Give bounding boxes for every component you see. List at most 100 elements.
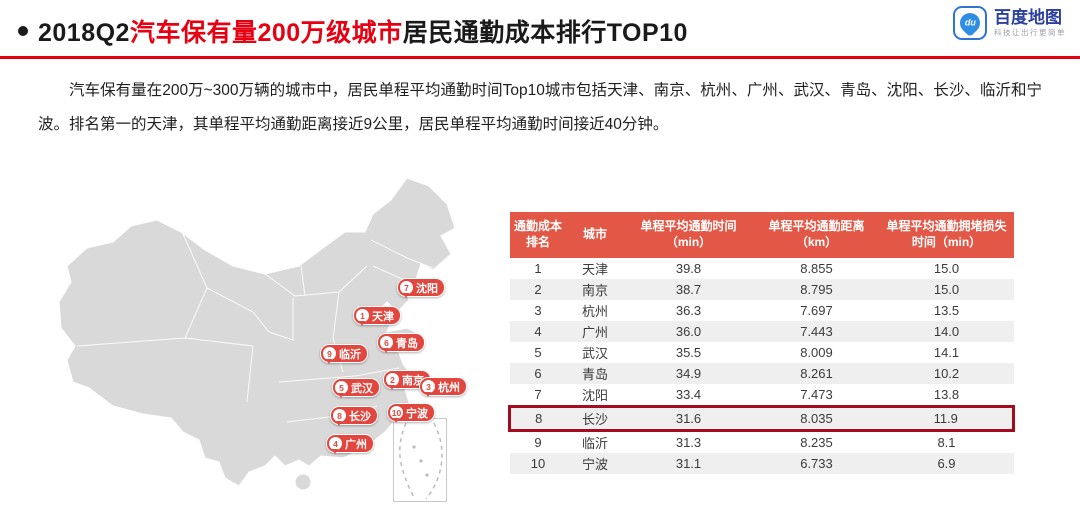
- map-marker: 4 广州: [326, 434, 374, 454]
- cell-congestion: 15.0: [933, 282, 960, 297]
- cell-city: 沈阳: [581, 388, 608, 403]
- cell-time: 31.1: [675, 456, 702, 471]
- header-congestion: 单程平均通勤拥堵损失时间（min）: [879, 212, 1014, 258]
- table-body: 1 天津 39.8 8.855 15.0 2 南京 38.7 8.795 15.…: [508, 258, 1015, 474]
- marker-rank-badge: 10: [390, 406, 403, 419]
- cell-time: 31.3: [675, 435, 702, 450]
- header-rank: 通勤成本排名: [509, 212, 567, 258]
- title-part: 居民通勤成本排行TOP10: [402, 19, 688, 47]
- location-pin-icon: du: [955, 8, 985, 38]
- cell-rank: 8: [508, 405, 567, 432]
- map-marker: 6 青岛: [377, 333, 425, 353]
- cell-city: 杭州: [581, 304, 608, 319]
- table-row: 8 长沙 31.6 8.035 11.9: [508, 405, 1015, 432]
- marker-rank-badge: 7: [400, 281, 413, 294]
- marker-city-label: 南京: [402, 374, 424, 387]
- table-row: 10 宁波 31.1 6.733 6.9: [509, 453, 1014, 474]
- table-row: 7 沈阳 33.4 7.473 13.8: [510, 384, 1014, 407]
- cell-distance: 8.855: [800, 261, 833, 276]
- cell-rank: 2: [534, 282, 542, 297]
- marker-city-label: 武汉: [351, 382, 373, 395]
- table-header: 通勤成本排名 城市 单程平均通勤时间（min） 单程平均通勤距离（km） 单程平…: [509, 212, 1014, 258]
- cell-distance: 7.443: [800, 324, 833, 339]
- cell-congestion: 14.0: [933, 324, 960, 339]
- cell-time: 36.0: [675, 324, 702, 339]
- cell-city: 临沂: [581, 436, 608, 451]
- header: 2018Q2汽车保有量200万级城市居民通勤成本排行TOP10 du 百度地图 …: [0, 0, 1080, 59]
- page-title: 2018Q2汽车保有量200万级城市居民通勤成本排行TOP10: [38, 13, 688, 49]
- hainan-island: [294, 473, 312, 491]
- table-row: 9 临沂 31.3 8.235 8.1: [510, 431, 1014, 454]
- marker-rank-badge: 6: [380, 336, 393, 349]
- cell-city: 宁波: [581, 457, 608, 472]
- marker-city-label: 杭州: [438, 381, 460, 394]
- map-marker: 9 临沂: [320, 344, 368, 364]
- commute-cost-table: 通勤成本排名 城市 单程平均通勤时间（min） 单程平均通勤距离（km） 单程平…: [508, 212, 1015, 474]
- marker-city-label: 宁波: [406, 407, 428, 420]
- map-marker: 3 杭州: [419, 377, 467, 397]
- baidu-maps-pin-icon: du: [953, 6, 987, 40]
- china-map: 7 沈阳 1 天津 6 青岛 9 临沂 2 南京 3 杭州 5 武汉 10 宁波…: [55, 170, 495, 520]
- table-row: 5 武汉 35.5 8.009 14.1: [510, 342, 1014, 363]
- title-part: 2018Q2: [38, 19, 130, 47]
- header-city: 城市: [566, 212, 624, 258]
- baidu-maps-logo: du 百度地图 科技让出行更简单: [953, 6, 1066, 40]
- cell-time: 33.4: [675, 387, 702, 402]
- cell-city: 广州: [581, 325, 608, 340]
- map-marker: 1 天津: [353, 306, 401, 326]
- title-row: 2018Q2汽车保有量200万级城市居民通勤成本排行TOP10: [0, 0, 1080, 48]
- cell-city: 长沙: [566, 405, 624, 432]
- cell-congestion: 8.1: [937, 435, 956, 450]
- map-marker: 5 武汉: [332, 378, 380, 398]
- map-marker: 10 宁波: [387, 403, 435, 423]
- title-part: 汽车保有量200万级城市: [129, 19, 403, 47]
- marker-city-label: 青岛: [396, 337, 418, 350]
- marker-city-label: 长沙: [349, 410, 371, 423]
- cell-rank: 7: [534, 387, 542, 402]
- cell-distance: 8.235: [800, 435, 833, 450]
- cell-rank: 1: [534, 261, 542, 276]
- cell-distance: 8.795: [800, 282, 833, 297]
- cell-congestion: 10.2: [933, 366, 960, 381]
- marker-city-label: 天津: [372, 310, 394, 323]
- cell-city: 青岛: [581, 367, 608, 382]
- marker-rank-badge: 2: [386, 373, 399, 386]
- cell-city: 南京: [581, 283, 608, 298]
- south-china-sea-inset: [393, 418, 447, 502]
- logo-tagline: 科技让出行更简单: [994, 28, 1066, 38]
- cell-distance: 8.261: [800, 366, 833, 381]
- cell-city: 天津: [581, 262, 608, 277]
- cell-time: 35.5: [675, 345, 702, 360]
- marker-rank-badge: 9: [323, 347, 336, 360]
- cell-congestion: 11.9: [879, 405, 1015, 432]
- cell-time: 36.3: [675, 303, 702, 318]
- map-marker: 7 沈阳: [397, 278, 445, 298]
- marker-rank-badge: 5: [335, 381, 348, 394]
- table-row: 2 南京 38.7 8.795 15.0: [509, 279, 1014, 300]
- cell-distance: 7.473: [800, 387, 833, 402]
- cell-distance: 7.697: [800, 303, 833, 318]
- cell-rank: 10: [530, 456, 546, 471]
- cell-rank: 6: [534, 366, 542, 381]
- cell-time: 34.9: [675, 366, 702, 381]
- cell-rank: 5: [534, 345, 542, 360]
- map-marker: 8 长沙: [330, 406, 378, 426]
- table-row: 3 杭州 36.3 7.697 13.5: [510, 300, 1014, 321]
- table-row: 1 天津 39.8 8.855 15.0: [510, 258, 1014, 279]
- marker-rank-badge: 4: [329, 437, 342, 450]
- marker-rank-badge: 1: [356, 309, 369, 322]
- cell-congestion: 15.0: [933, 261, 960, 276]
- marker-rank-badge: 8: [333, 409, 346, 422]
- cell-time: 38.7: [675, 282, 702, 297]
- cell-rank: 4: [534, 324, 542, 339]
- header-time: 单程平均通勤时间（min）: [623, 212, 754, 258]
- intro-paragraph: 汽车保有量在200万~300万辆的城市中，居民单程平均通勤时间Top10城市包括…: [38, 82, 1042, 133]
- cell-congestion: 14.1: [933, 345, 960, 360]
- header-divider: [0, 56, 1080, 59]
- cell-distance: 6.733: [800, 456, 833, 471]
- marker-city-label: 临沂: [339, 348, 361, 361]
- marker-rank-badge: 3: [422, 380, 435, 393]
- ranking-table: 通勤成本排名 城市 单程平均通勤时间（min） 单程平均通勤距离（km） 单程平…: [508, 212, 1015, 474]
- cell-distance: 8.009: [800, 345, 833, 360]
- logo-name: 百度地图: [994, 7, 1062, 27]
